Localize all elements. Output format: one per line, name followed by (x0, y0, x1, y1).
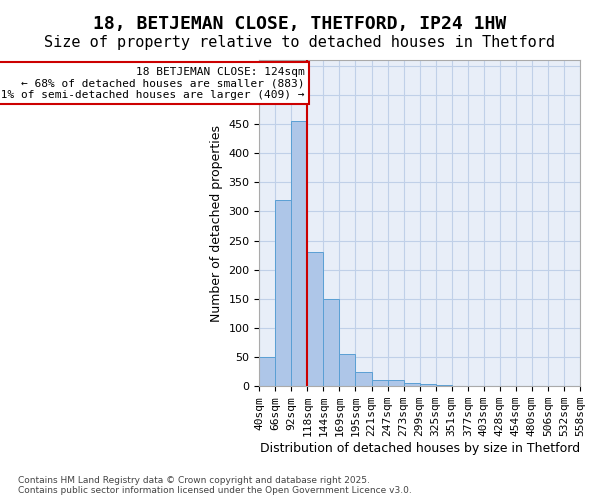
Bar (436, 385, 452, 386)
Bar (275, 200, 292, 386)
Text: 18, BETJEMAN CLOSE, THETFORD, IP24 1HW: 18, BETJEMAN CLOSE, THETFORD, IP24 1HW (94, 15, 506, 33)
Y-axis label: Number of detached properties: Number of detached properties (210, 124, 223, 322)
Text: Size of property relative to detached houses in Thetford: Size of property relative to detached ho… (44, 35, 556, 50)
Bar (340, 354, 355, 386)
Bar (388, 380, 404, 386)
Bar (371, 380, 388, 386)
Bar (355, 372, 371, 386)
Bar (307, 252, 323, 386)
X-axis label: Distribution of detached houses by size in Thetford: Distribution of detached houses by size … (260, 442, 580, 455)
Bar (419, 384, 436, 386)
Text: 18 BETJEMAN CLOSE: 124sqm
← 68% of detached houses are smaller (883)
31% of semi: 18 BETJEMAN CLOSE: 124sqm ← 68% of detac… (0, 66, 305, 100)
Bar (259, 357, 275, 386)
Text: Contains HM Land Registry data © Crown copyright and database right 2025.
Contai: Contains HM Land Registry data © Crown c… (18, 476, 412, 495)
Bar (323, 299, 340, 386)
Bar (292, 121, 307, 386)
Bar (404, 384, 419, 386)
